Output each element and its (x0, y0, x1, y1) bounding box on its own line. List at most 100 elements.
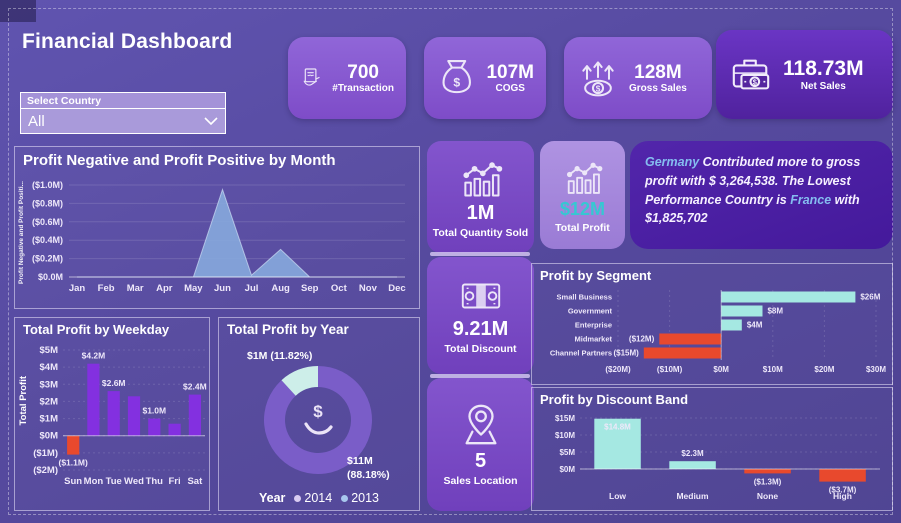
kpi-card-cogs[interactable]: $ 107M COGS (424, 37, 546, 119)
svg-text:($1M): ($1M) (33, 448, 58, 459)
svg-text:Sat: Sat (187, 476, 203, 487)
svg-text:Aug: Aug (271, 283, 290, 294)
area-chart[interactable]: $0.0M ($0.2M) ($0.4M) ($0.6M) ($0.8M) ($1.0M)… (17, 173, 415, 305)
svg-text:Mon: Mon (84, 476, 104, 487)
svg-text:Enterprise: Enterprise (575, 321, 612, 330)
svg-text:($0.8M): ($0.8M) (32, 198, 63, 208)
svg-text:$3M: $3M (40, 379, 59, 390)
bar-chart[interactable]: $0M $5M $10M $15M Low $14.8M Medium $2.3M None ($… (536, 410, 890, 510)
svg-text:Midmarket: Midmarket (574, 335, 612, 344)
svg-text:$5M: $5M (40, 345, 59, 356)
hand-dollar-icon: $ (304, 402, 333, 435)
svg-text:$26M: $26M (860, 293, 880, 302)
country-slicer[interactable]: Select Country All (20, 92, 226, 134)
kpi-card-transactions[interactable]: 700 #Transaction (288, 37, 406, 119)
legend-item-2014: 2014 (294, 491, 332, 505)
svg-text:($1.3M): ($1.3M) (754, 477, 782, 486)
svg-text:$2M: $2M (40, 396, 59, 407)
chart-title: Profit Negative and Profit Positive by M… (23, 152, 336, 169)
svg-text:Jan: Jan (69, 283, 86, 294)
legend-dot (294, 494, 302, 502)
svg-text:$30M: $30M (866, 365, 886, 374)
tile-value: 1M (466, 201, 495, 224)
svg-text:$0M: $0M (559, 465, 575, 474)
kpi-value: 118.73M (783, 56, 864, 80)
kpi-card-net-sales[interactable]: $ 118.73M Net Sales (716, 30, 893, 119)
chart-title: Profit by Segment (540, 268, 652, 283)
svg-text:Jul: Jul (245, 283, 259, 294)
svg-text:High: High (833, 491, 852, 501)
svg-text:Nov: Nov (359, 283, 378, 294)
briefcase-money-icon: $ (732, 59, 770, 89)
tile-label: Total Profit (555, 221, 610, 234)
banknotes-icon (461, 283, 500, 309)
svg-text:Tue: Tue (106, 476, 122, 487)
tile-label: Sales Location (443, 475, 518, 487)
kpi-label: #Transaction (332, 83, 394, 95)
svg-text:$: $ (596, 84, 601, 93)
svg-text:Channel Partners: Channel Partners (550, 349, 612, 358)
svg-text:$4M: $4M (40, 362, 59, 373)
money-bag-icon: $ (442, 59, 471, 94)
kpi-value: 107M (486, 61, 534, 83)
donut-label-2014: $11M (88.18%) (347, 455, 390, 482)
tile-sales-location[interactable]: 5 Sales Location (427, 378, 534, 511)
svg-text:$4M: $4M (747, 321, 763, 330)
svg-text:$0M: $0M (713, 365, 729, 374)
chevron-down-icon[interactable] (204, 116, 218, 126)
svg-text:($0.6M): ($0.6M) (32, 217, 63, 227)
svg-text:($20M): ($20M) (605, 365, 631, 374)
svg-text:$1M: $1M (40, 414, 59, 425)
panel-profit-by-month[interactable]: Profit Negative and Profit Positive by M… (14, 146, 420, 309)
svg-text:($0.4M): ($0.4M) (32, 235, 63, 245)
svg-text:$14.8M: $14.8M (604, 423, 631, 432)
svg-text:$8M: $8M (767, 307, 783, 316)
payment-hand-icon (303, 68, 320, 86)
svg-text:$: $ (453, 75, 460, 89)
panel-profit-by-year[interactable]: Total Profit by Year $1M (11.82%) $ $11M… (218, 317, 420, 511)
svg-text:$5M: $5M (559, 448, 575, 457)
slicer-value: All (28, 112, 45, 130)
tile-value: 5 (474, 450, 487, 472)
svg-text:Low: Low (609, 491, 626, 501)
tile-total-profit[interactable]: $12M Total Profit (540, 141, 625, 249)
svg-text:$10M: $10M (555, 431, 575, 440)
slicer-dropdown[interactable]: All (20, 109, 226, 134)
map-pin-icon (464, 404, 497, 445)
tile-value: 9.21M (452, 318, 509, 340)
svg-text:Wed: Wed (124, 476, 144, 487)
kpi-label: Net Sales (800, 81, 846, 93)
tile-divider (430, 252, 530, 256)
svg-text:Jun: Jun (214, 283, 231, 294)
tile-total-quantity-sold[interactable]: 1M Total Quantity Sold (427, 141, 534, 253)
legend-dot (341, 494, 349, 502)
svg-text:($1.0M): ($1.0M) (32, 180, 63, 190)
svg-text:$15M: $15M (555, 414, 575, 423)
trend-chart-icon (462, 161, 502, 196)
corner-artifact (0, 0, 36, 22)
panel-profit-by-weekday[interactable]: Total Profit by Weekday Total Profit ($2… (14, 317, 210, 511)
tile-value: $12M (559, 198, 606, 219)
donut-label-2013: $1M (11.82%) (247, 350, 313, 362)
horizontal-bar-chart[interactable]: ($20M) ($10M) $0M $10M $20M $30M Small Busines… (536, 286, 890, 382)
svg-text:($10M): ($10M) (657, 365, 683, 374)
tile-total-discount[interactable]: 9.21M Total Discount (427, 257, 534, 374)
insight-box: Germany Contributed more to gross profit… (630, 141, 893, 249)
trend-chart-icon (566, 162, 602, 194)
slicer-label: Select Country (20, 92, 226, 109)
svg-text:None: None (757, 491, 779, 501)
panel-profit-by-discount-band[interactable]: Profit by Discount Band $0M $5M $10M $15M Lo… (531, 387, 893, 511)
svg-text:$2.3M: $2.3M (681, 449, 704, 458)
svg-text:$10M: $10M (763, 365, 783, 374)
donut-legend: Year 2014 2013 (219, 491, 419, 505)
donut-chart[interactable] (241, 360, 397, 484)
kpi-card-gross-sales[interactable]: $ 128M Gross Sales (564, 37, 712, 119)
chart-title: Profit by Discount Band (540, 392, 689, 407)
svg-text:Dec: Dec (388, 283, 405, 294)
panel-profit-by-segment[interactable]: Profit by Segment ($20M) ($10M) $0M $10M $20… (531, 263, 893, 385)
tile-label: Total Quantity Sold (432, 226, 529, 239)
bar-chart[interactable]: ($2M) ($1M) $0M $1M $2M $3M $4M $5M Sun ($1.1M) Mo… (17, 342, 209, 494)
legend-title: Year (258, 491, 286, 505)
tile-divider (430, 374, 530, 378)
svg-text:Small Business: Small Business (557, 293, 612, 302)
